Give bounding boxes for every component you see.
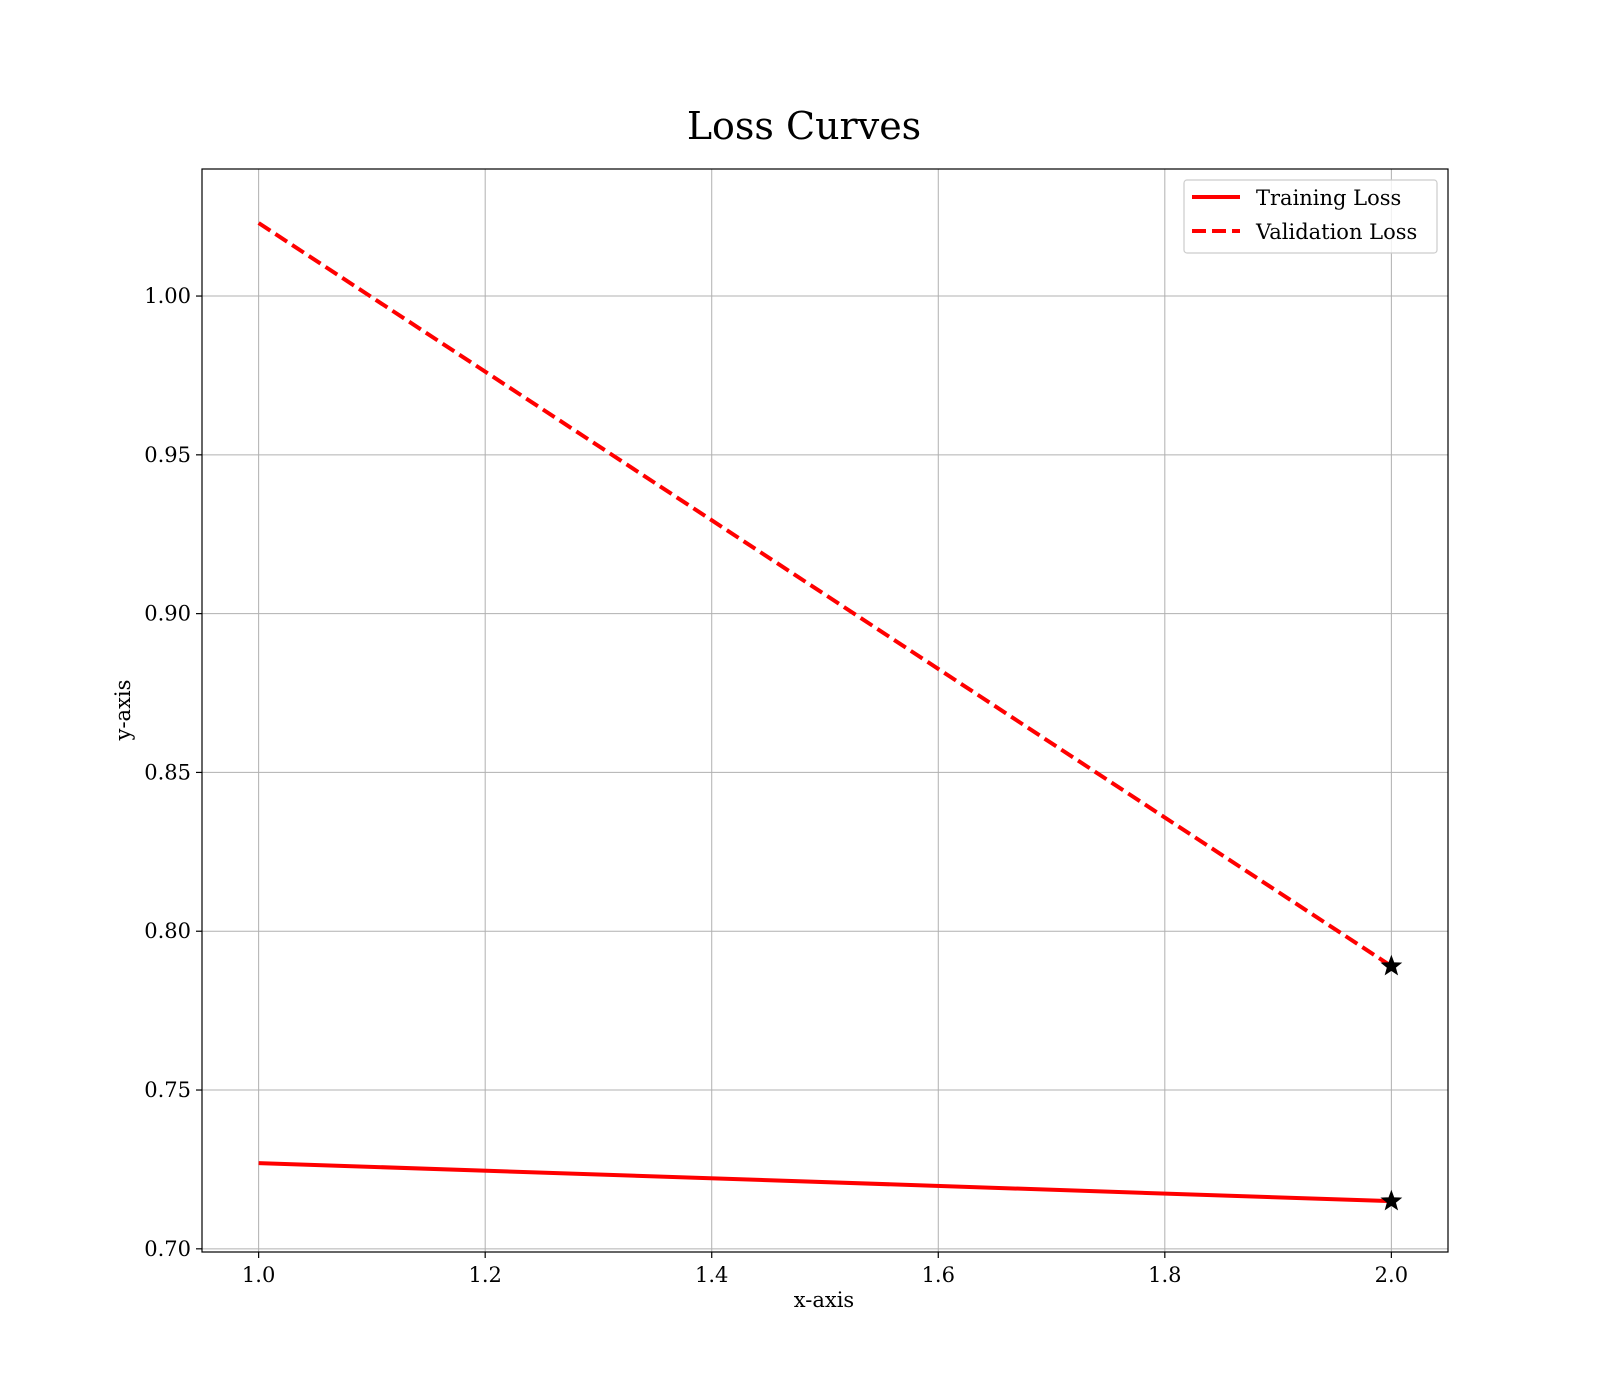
legend-label-validation-loss: Validation Loss (1255, 220, 1417, 244)
series-lines (257, 221, 1393, 1204)
series-markers (1380, 954, 1403, 1211)
legend: Training Loss Validation Loss (1183, 179, 1438, 254)
y-tick-label: 0.95 (144, 443, 191, 467)
legend-label-training-loss: Training Loss (1256, 186, 1401, 210)
y-tick-label: 1.00 (144, 284, 191, 308)
x-tick-label: 1.6 (922, 1263, 955, 1287)
x-axis-ticks: 1.0 1.2 1.4 1.6 1.8 2.0 (242, 1252, 1408, 1287)
y-tick-label: 0.75 (144, 1078, 191, 1102)
grid-lines (202, 169, 1448, 1252)
y-axis-label: y-axis (111, 680, 135, 742)
star-marker-validation-loss (1380, 954, 1403, 976)
plot-area-frame (201, 168, 1449, 1253)
x-tick-label: 1.4 (695, 1263, 728, 1287)
series-line-validation-loss (257, 221, 1393, 968)
y-tick-label: 0.85 (144, 760, 191, 784)
x-tick-label: 1.2 (468, 1263, 501, 1287)
legend-box (1183, 179, 1438, 254)
chart-title: Loss Curves (687, 104, 921, 148)
star-marker-training-loss (1380, 1189, 1403, 1211)
y-tick-label: 0.90 (144, 602, 191, 626)
x-tick-label: 1.8 (1148, 1263, 1181, 1287)
y-tick-label: 0.80 (144, 919, 191, 943)
x-tick-label: 2.0 (1375, 1263, 1408, 1287)
y-tick-label: 0.70 (144, 1237, 191, 1261)
x-axis-label: x-axis (794, 1288, 854, 1312)
y-axis-ticks: 0.70 0.75 0.80 0.85 0.90 0.95 1.00 (144, 284, 202, 1261)
x-tick-label: 1.0 (242, 1263, 275, 1287)
series-line-training-loss (258, 1161, 1392, 1204)
